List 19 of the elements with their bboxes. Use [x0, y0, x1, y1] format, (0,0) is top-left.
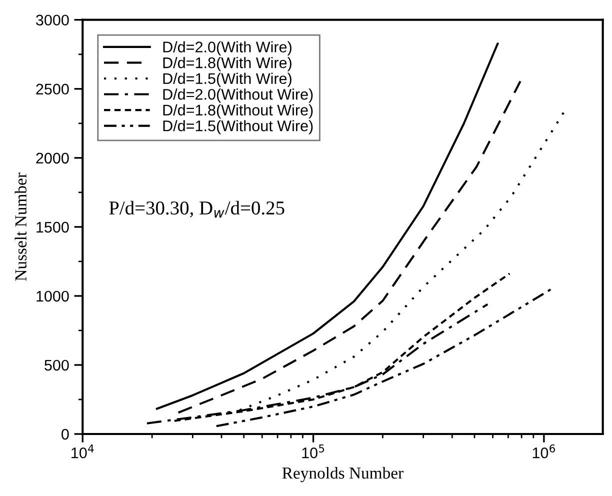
legend-label: D/d=1.8(Without Wire)	[163, 104, 313, 119]
legend-label: D/d=2.0(Without Wire)	[163, 88, 313, 103]
y-tick-label: 2000	[36, 152, 69, 164]
legend-label: D/d=1.8(With Wire)	[163, 57, 292, 72]
y-tick-label: 0	[62, 428, 69, 440]
y-tick-label: 3000	[36, 14, 69, 26]
x-tick-label: 10$^{4}$	[72, 444, 94, 458]
legend-label: D/d=1.5(With Wire)	[163, 72, 292, 88]
y-tick-label: 1500	[36, 222, 69, 233]
x-axis-title: Reynolds Number	[282, 466, 404, 482]
y-tick-label: 2500	[36, 84, 69, 95]
y-axis-title: Nusselt Number	[14, 172, 26, 281]
annotation: P/d=30.30, D$_{w}$/d=0.25	[109, 200, 284, 218]
y-tick-label: 1000	[36, 290, 69, 302]
x-tick-label: 10$^{6}$	[532, 444, 555, 458]
y-tick-label: 500	[44, 360, 69, 371]
x-tick-label: 10$^{5}$	[302, 444, 324, 458]
legend-label: D/d=1.5(Without Wire)	[163, 120, 313, 134]
legend-label: D/d=2.0(With Wire)	[163, 41, 292, 56]
